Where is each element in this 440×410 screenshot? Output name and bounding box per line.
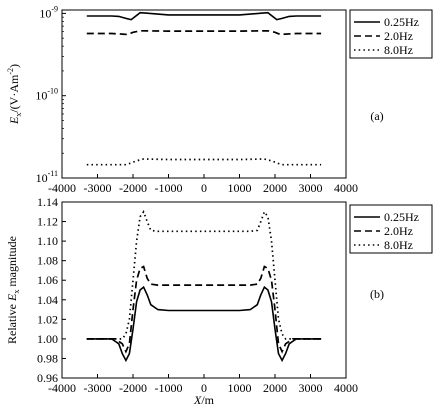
legend-box-b [349,204,433,254]
legend-label-b: 8.0Hz [384,238,413,252]
x-tick-label-a: 2000 [263,181,287,195]
x-tick-label-a: 1000 [228,181,252,195]
series-line-a-2.0Hz [86,29,322,36]
y-tick-label-b: 1.06 [37,273,58,287]
x-tick-label-b: -2000 [119,381,147,395]
y-axis-label-b: Relative Ex magnitude [5,236,21,344]
x-tick-label-a: 0 [201,181,207,195]
legend-label-a: 2.0Hz [384,29,413,43]
x-tick-label-b: 4000 [334,381,358,395]
x-tick-label-a: -1000 [155,181,183,195]
legend-label-b: 2.0Hz [384,224,413,238]
y-tick-label-a: 10-10 [35,87,58,103]
series-line-a-0.25Hz [86,11,322,21]
plot-frame-a [61,9,347,179]
panel-label-a: (a) [370,109,383,123]
x-tick-label-a: -4000 [48,181,76,195]
panel-label-b: (b) [370,287,384,301]
y-tick-label-b: 1.00 [37,332,58,346]
legend-label-b: 0.25Hz [384,210,419,224]
y-tick-label-b: 0.98 [37,351,58,365]
x-tick-label-a: 3000 [299,181,323,195]
x-tick-label-b: -4000 [48,381,76,395]
x-tick-label-a: -2000 [119,181,147,195]
x-tick-label-b: 1000 [228,381,252,395]
x-tick-label-a: 4000 [334,181,358,195]
y-tick-label-b: 1.08 [37,254,58,268]
plot-frame-b [61,201,347,379]
legend-label-a: 0.25Hz [384,15,419,29]
x-axis-label: X/m [193,393,215,407]
panel-b: 0.96 0.98 1.00 1.02 1.04 1.06 1.08 1.10 1.12 1.14… [5,195,433,407]
x-tick-label-b: 3000 [299,381,323,395]
y-tick-label-b: 1.10 [37,234,58,248]
series-line-b-0.25Hz [86,285,322,363]
y-tick-label-b: 0.96 [37,371,58,385]
x-tick-label-a: -3000 [84,181,112,195]
y-tick-label-b: 1.04 [37,293,58,307]
series-line-a-8.0Hz [86,158,322,166]
y-axis-label-a: Ex/(V·Am-2) [6,64,23,125]
x-tick-label-b: -3000 [84,381,112,395]
series-line-b-8.0Hz [86,209,322,340]
x-tick-label-b: -1000 [155,381,183,395]
legend-label-a: 8.0Hz [384,43,413,57]
y-tick-label-b: 1.02 [37,312,58,326]
y-tick-label-a: 10-9 [39,4,58,20]
y-tick-label-b: 1.12 [37,215,58,229]
x-tick-label-b: 2000 [263,381,287,395]
y-tick-label-b: 1.14 [37,195,58,209]
y-tick-label-a: 10-11 [36,169,58,185]
panel-a: 10-9 10-10 10-11 Ex/(V·Am-2) 0.25Hz2.0Hz8.0H… [6,4,433,195]
x-tick-label-b: 0 [201,381,207,395]
